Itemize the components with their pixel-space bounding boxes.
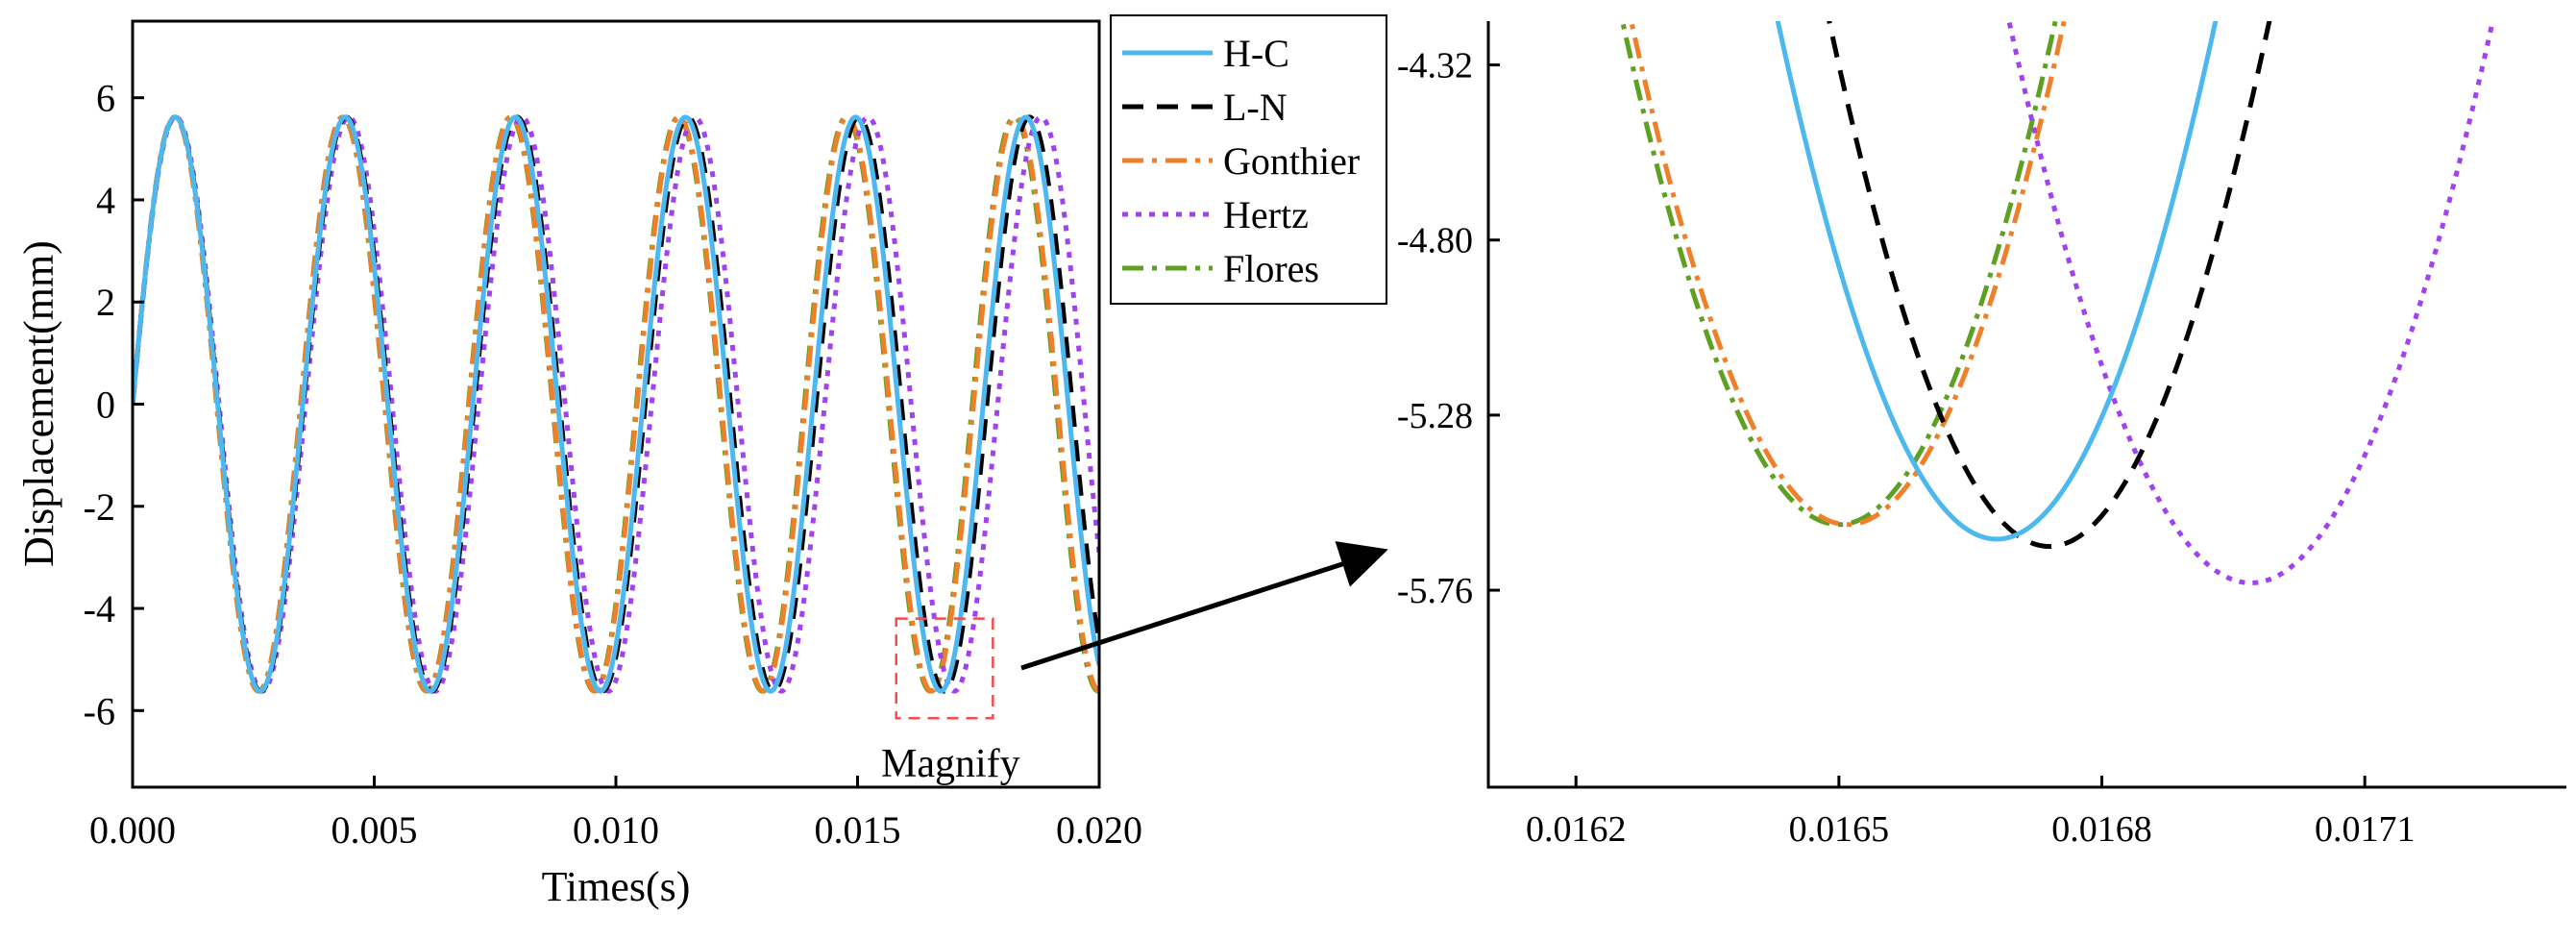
- legend-label-hertz: Hertz: [1223, 193, 1309, 236]
- left-x-tick-label: 0.000: [89, 808, 176, 852]
- left-x-tick-label: 0.005: [331, 808, 418, 852]
- right-series-l-n: [1827, 21, 2272, 550]
- left-x-tick-label: 0.020: [1056, 808, 1142, 852]
- right-plot-axes: [1486, 21, 2566, 789]
- right-x-tick-label: 0.0168: [2051, 809, 2152, 850]
- left-x-axis-label: Times(s): [542, 863, 691, 910]
- right-y-tick-label: -5.76: [1397, 571, 1473, 611]
- left-series-hertz: [133, 114, 1099, 694]
- zoomed-detail-chart: 0.0162 0.0165 0.0168 0.0171 -4.32 -4.80 -5.28…: [1397, 21, 2566, 850]
- main-displacement-chart: 0.000 0.005 0.010 0.015 0.020 -6 -4 -2 0 2 4 6 Tim…: [15, 19, 1142, 910]
- left-series-h-c: [133, 114, 1099, 694]
- left-x-tick-label: 0.015: [815, 808, 901, 852]
- left-y-tick-label: 6: [96, 77, 115, 120]
- left-y-tick-label: 0: [96, 383, 115, 427]
- legend-label-l-n: L-N: [1223, 86, 1288, 129]
- legend-label-h-c: H-C: [1223, 32, 1289, 75]
- right-x-tick-label: 0.0165: [1789, 809, 1890, 850]
- right-series-flores: [1620, 21, 2058, 528]
- left-y-tick-label: -6: [84, 689, 115, 732]
- right-series-hertz: [2006, 21, 2495, 585]
- left-y-tick-label: -2: [84, 485, 115, 529]
- left-y-tick-label: -4: [84, 587, 115, 631]
- magnify-label: Magnify: [881, 742, 1020, 786]
- right-x-tick-label: 0.0171: [2315, 809, 2416, 850]
- left-y-tick-label: 2: [96, 281, 115, 324]
- right-y-tick-label: -4.32: [1397, 46, 1473, 87]
- right-y-tick-label: -5.28: [1397, 396, 1473, 436]
- magnify-arrow: [1020, 541, 1388, 671]
- legend: H-C L-N Gonthier Hertz Flores: [1110, 14, 1387, 305]
- right-x-tick-label: 0.0162: [1526, 809, 1627, 850]
- right-series-gonthier: [1629, 21, 2067, 528]
- legend-label-flores: Flores: [1223, 247, 1319, 290]
- left-y-axis-label: Displacement(mm): [15, 240, 62, 567]
- right-y-tick-label: -4.80: [1397, 221, 1473, 261]
- left-x-tick-label: 0.010: [573, 808, 659, 852]
- legend-label-gonthier: Gonthier: [1223, 139, 1360, 183]
- left-y-tick-label: 4: [96, 179, 115, 222]
- magnify-box: [895, 617, 994, 720]
- right-series-h-c: [1775, 21, 2219, 542]
